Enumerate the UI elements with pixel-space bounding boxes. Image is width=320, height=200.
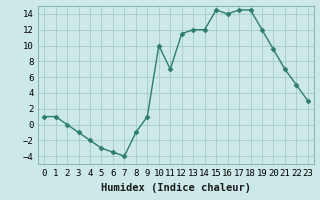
X-axis label: Humidex (Indice chaleur): Humidex (Indice chaleur) — [101, 183, 251, 193]
